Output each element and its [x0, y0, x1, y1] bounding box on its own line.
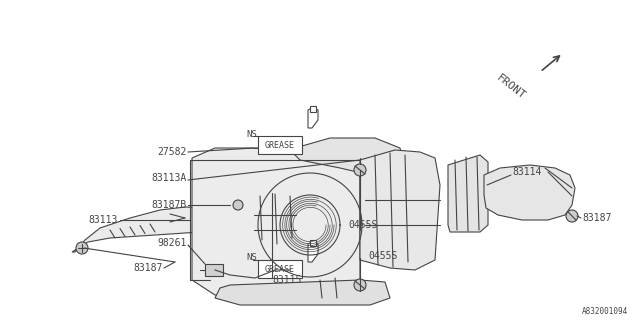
Circle shape: [233, 200, 243, 210]
Text: NS: NS: [246, 130, 257, 139]
Polygon shape: [360, 150, 440, 270]
Bar: [258, 260, 302, 278]
Polygon shape: [308, 242, 318, 262]
Text: 83114: 83114: [512, 167, 541, 177]
Text: 83113A: 83113A: [152, 173, 187, 183]
Text: 83187: 83187: [134, 263, 163, 273]
Bar: [265, 252, 275, 258]
Text: 0455S: 0455S: [348, 220, 378, 230]
Text: A832001094: A832001094: [582, 308, 628, 316]
Bar: [310, 106, 316, 112]
Text: GREASE: GREASE: [265, 140, 295, 149]
Text: 83187B: 83187B: [152, 200, 187, 210]
Polygon shape: [72, 207, 240, 252]
Text: 98261: 98261: [157, 238, 187, 248]
Bar: [258, 136, 302, 154]
Text: 27582: 27582: [157, 147, 187, 157]
Bar: [278, 252, 288, 258]
Text: NS: NS: [246, 253, 257, 262]
Text: 83113: 83113: [88, 215, 118, 225]
Polygon shape: [192, 148, 360, 295]
Text: FRONT: FRONT: [495, 73, 527, 102]
Polygon shape: [228, 204, 258, 222]
Circle shape: [354, 164, 366, 176]
Circle shape: [354, 279, 366, 291]
Text: 83115: 83115: [272, 275, 301, 285]
Polygon shape: [308, 108, 318, 128]
Text: 0455S: 0455S: [368, 251, 397, 261]
Bar: [262, 244, 287, 252]
Bar: [205, 264, 223, 276]
Circle shape: [76, 242, 88, 254]
Bar: [310, 240, 316, 246]
Polygon shape: [215, 280, 390, 305]
Polygon shape: [248, 188, 297, 250]
Polygon shape: [295, 138, 405, 175]
Text: GREASE: GREASE: [265, 265, 295, 274]
Polygon shape: [484, 165, 575, 220]
Text: 83187: 83187: [582, 213, 611, 223]
Polygon shape: [448, 155, 488, 232]
Circle shape: [566, 210, 578, 222]
